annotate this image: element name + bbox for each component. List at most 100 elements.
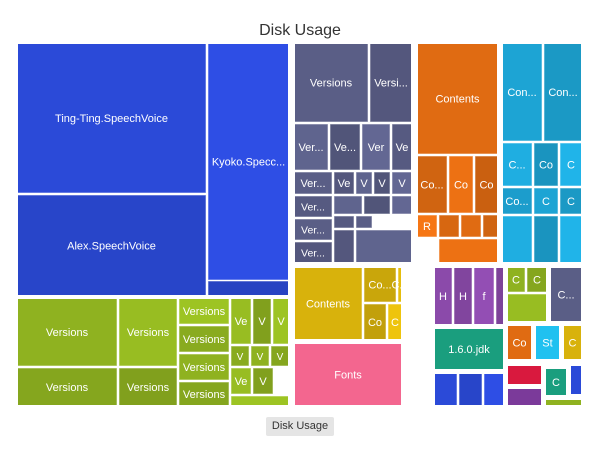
treemap-group-border (433, 327, 505, 371)
treemap-cell[interactable] (391, 195, 413, 215)
treemap-group[interactable]: 1.6.0.jdk (433, 327, 505, 371)
treemap-cell[interactable] (363, 266, 397, 303)
treemap-cell[interactable] (544, 398, 583, 407)
treemap-cell[interactable] (363, 195, 391, 215)
treemap-cell[interactable] (416, 155, 448, 214)
treemap-cell[interactable] (433, 372, 458, 407)
treemap-group[interactable]: Con... Con... C... Co C Co... C C (501, 42, 583, 264)
treemap-cell[interactable] (533, 215, 559, 264)
treemap-cell[interactable] (501, 215, 533, 264)
treemap-cell[interactable] (16, 42, 207, 194)
treemap-cell-label: Ver... (300, 178, 325, 190)
treemap-cell-label: C (567, 160, 575, 172)
treemap-cell-label: Kyoko.Specc... (212, 157, 285, 169)
treemap-cell-label: Versions (127, 327, 170, 339)
treemap-cell[interactable] (416, 42, 499, 155)
treemap-cell-label: Ve (396, 142, 409, 154)
treemap-group[interactable]: Contents Co... Co Co R (416, 42, 499, 264)
treemap-group[interactable]: C... (549, 266, 583, 323)
treemap-cell-label: Con... (548, 87, 577, 99)
treemap-cell[interactable] (333, 171, 355, 195)
treemap-group[interactable]: Fonts (293, 342, 403, 407)
treemap-cell[interactable] (506, 364, 543, 386)
treemap-cell-label: Ve (338, 178, 351, 190)
treemap-cell[interactable] (178, 325, 230, 353)
treemap-group[interactable] (433, 372, 505, 407)
breadcrumb-disk-usage[interactable]: Disk Usage (266, 417, 334, 436)
treemap-cell[interactable] (250, 345, 270, 367)
treemap-cell[interactable] (355, 229, 413, 264)
treemap-cell[interactable] (333, 215, 355, 229)
treemap-group[interactable] (506, 364, 543, 386)
treemap-cell[interactable] (252, 367, 274, 395)
treemap-group[interactable]: Contents Co... C... Co C (293, 266, 409, 341)
treemap-group[interactable]: C (562, 324, 583, 361)
treemap-cell[interactable] (178, 381, 230, 407)
treemap-group[interactable]: Versions Versi... Ver... Ve... Ver Ve Ver... Ve… (293, 42, 413, 264)
treemap-group[interactable]: Versions Versions Versions Versions Versions… (16, 297, 290, 407)
treemap-cell[interactable] (230, 367, 252, 395)
treemap-cell-label: Versions (46, 327, 89, 339)
treemap-cell[interactable] (495, 266, 505, 326)
treemap-cell-label: V (277, 316, 285, 328)
treemap-cell-label: Co... (505, 196, 528, 208)
treemap-cell[interactable] (355, 171, 373, 195)
treemap-cell-label: Versions (46, 382, 89, 394)
treemap-cell[interactable] (118, 297, 178, 367)
treemap-cell-label: Co (479, 180, 493, 192)
treemap-cell[interactable] (293, 123, 329, 171)
treemap-cell[interactable] (333, 195, 363, 215)
treemap-cell[interactable] (448, 155, 474, 214)
treemap-group[interactable] (569, 364, 583, 396)
treemap-cell[interactable] (506, 387, 543, 407)
treemap-cell-label: Co... (420, 180, 443, 192)
treemap-cell[interactable] (549, 266, 583, 323)
treemap-cell[interactable] (483, 372, 505, 407)
treemap-cell[interactable] (534, 324, 561, 361)
treemap-cell[interactable] (16, 367, 118, 407)
treemap-group[interactable] (544, 398, 583, 407)
treemap-cell-label: Ver (368, 142, 385, 154)
treemap-cell[interactable] (355, 215, 373, 229)
treemap-cell[interactable] (438, 214, 460, 238)
treemap-cell[interactable] (230, 395, 290, 407)
treemap-cell[interactable] (207, 280, 290, 297)
treemap-group[interactable] (506, 387, 543, 407)
treemap-cell[interactable] (506, 293, 548, 323)
treemap-cell[interactable] (482, 214, 499, 238)
treemap-cell[interactable] (438, 238, 499, 264)
treemap-cell[interactable] (373, 171, 391, 195)
treemap-cell[interactable] (118, 367, 178, 407)
treemap-group-border (501, 42, 583, 264)
treemap-group[interactable]: Ting-Ting.SpeechVoice Alex.SpeechVoice Kyo… (16, 42, 290, 297)
treemap-group-border (293, 42, 413, 264)
treemap-cell-label: 1.6.0.jdk (448, 344, 490, 356)
treemap-cell[interactable] (333, 229, 355, 264)
treemap-cell[interactable] (543, 42, 583, 142)
treemap-cell[interactable] (361, 123, 391, 171)
treemap-cell-label: C... (391, 280, 408, 292)
treemap-cell[interactable] (329, 123, 361, 171)
treemap-cell-label: Contents (435, 94, 480, 106)
treemap-cell[interactable] (533, 187, 559, 215)
treemap-cell[interactable] (559, 215, 583, 264)
treemap-group[interactable]: St (534, 324, 561, 361)
treemap-cell[interactable] (501, 42, 543, 142)
treemap-cell-label: Contents (306, 299, 351, 311)
treemap-cell[interactable] (293, 342, 403, 407)
treemap-cell[interactable] (458, 372, 483, 407)
treemap-cell[interactable] (293, 266, 363, 341)
treemap-cell[interactable] (501, 187, 533, 215)
treemap-cell[interactable] (369, 42, 413, 123)
treemap-group[interactable]: Co (506, 324, 533, 361)
treemap-group[interactable]: C (544, 367, 568, 397)
treemap-cell[interactable] (569, 364, 583, 396)
treemap-cell[interactable] (178, 353, 230, 381)
treemap-cell[interactable] (460, 214, 482, 238)
treemap-cell[interactable] (293, 42, 369, 123)
treemap-cell[interactable] (230, 345, 250, 367)
treemap-cell-label: C... (557, 290, 574, 302)
treemap-cell[interactable] (533, 142, 559, 187)
